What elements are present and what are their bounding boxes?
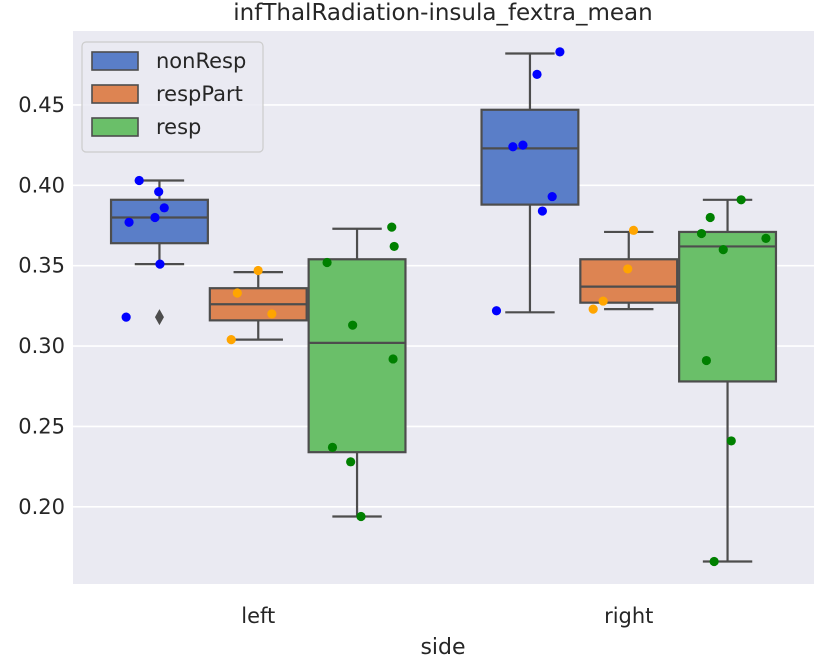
point-nonResp	[555, 47, 565, 57]
box-resp-right	[678, 198, 778, 563]
point-respPart	[232, 288, 242, 298]
y-tick-label: 0.30	[18, 334, 65, 358]
x-axis-label: side	[420, 635, 465, 660]
legend-swatch	[91, 117, 139, 137]
boxes-layer	[109, 52, 778, 563]
point-nonResp	[154, 187, 164, 197]
point-resp	[718, 245, 728, 255]
point-resp	[736, 195, 746, 205]
point-resp	[726, 436, 736, 446]
point-resp	[709, 556, 719, 567]
box-iqr	[307, 258, 407, 454]
box-iqr	[480, 108, 580, 206]
legend-swatch	[91, 84, 139, 104]
point-nonResp	[150, 212, 160, 223]
box-nonResp-right	[480, 52, 580, 314]
box-respPart-left	[208, 271, 308, 341]
point-resp	[348, 320, 358, 330]
point-respPart	[226, 335, 236, 345]
point-resp	[388, 354, 398, 364]
point-resp	[346, 457, 356, 467]
point-resp	[387, 222, 397, 232]
point-nonResp	[518, 140, 528, 150]
legend: nonResp respPart resp	[81, 41, 264, 153]
box-resp-left	[307, 227, 407, 518]
point-resp	[389, 241, 399, 252]
point-respPart	[598, 296, 608, 306]
outlier-marker	[154, 309, 164, 326]
legend-label: resp	[156, 115, 201, 139]
point-resp	[701, 355, 712, 366]
point-nonResp	[155, 259, 165, 269]
point-respPart	[628, 225, 639, 235]
point-resp	[327, 442, 338, 452]
point-nonResp	[134, 175, 144, 186]
point-respPart	[267, 309, 277, 319]
point-respPart	[253, 265, 263, 276]
legend-label: nonResp	[156, 49, 246, 73]
point-resp	[322, 257, 332, 268]
point-nonResp	[547, 191, 557, 202]
chart-title: infThalRadiation-insula_fextra_mean	[233, 0, 652, 26]
point-resp	[696, 228, 707, 239]
point-nonResp	[532, 69, 542, 80]
point-nonResp	[124, 217, 134, 227]
point-respPart	[588, 304, 598, 314]
box-iqr	[678, 230, 778, 383]
x-tick-label: left	[241, 604, 275, 628]
y-tick-label: 0.20	[18, 495, 65, 519]
point-resp	[356, 511, 366, 522]
point-nonResp	[121, 312, 131, 322]
y-tick-label: 0.25	[18, 414, 65, 438]
x-tick-label: right	[604, 604, 653, 628]
x-axis: left right	[241, 604, 653, 628]
point-resp	[705, 212, 715, 223]
legend-swatch	[91, 51, 139, 71]
point-nonResp	[159, 203, 169, 213]
legend-label: respPart	[156, 82, 243, 106]
point-nonResp	[491, 306, 502, 316]
y-tick-label: 0.45	[18, 93, 65, 117]
point-nonResp	[537, 206, 547, 216]
point-respPart	[623, 264, 633, 274]
y-axis: 0.20 0.25 0.30 0.35 0.40 0.45	[18, 93, 65, 519]
points-layer	[121, 47, 771, 567]
box-respPart-right	[579, 230, 679, 311]
y-tick-label: 0.40	[18, 173, 65, 197]
y-tick-label: 0.35	[18, 254, 65, 278]
point-resp	[761, 233, 771, 243]
point-nonResp	[508, 142, 518, 152]
